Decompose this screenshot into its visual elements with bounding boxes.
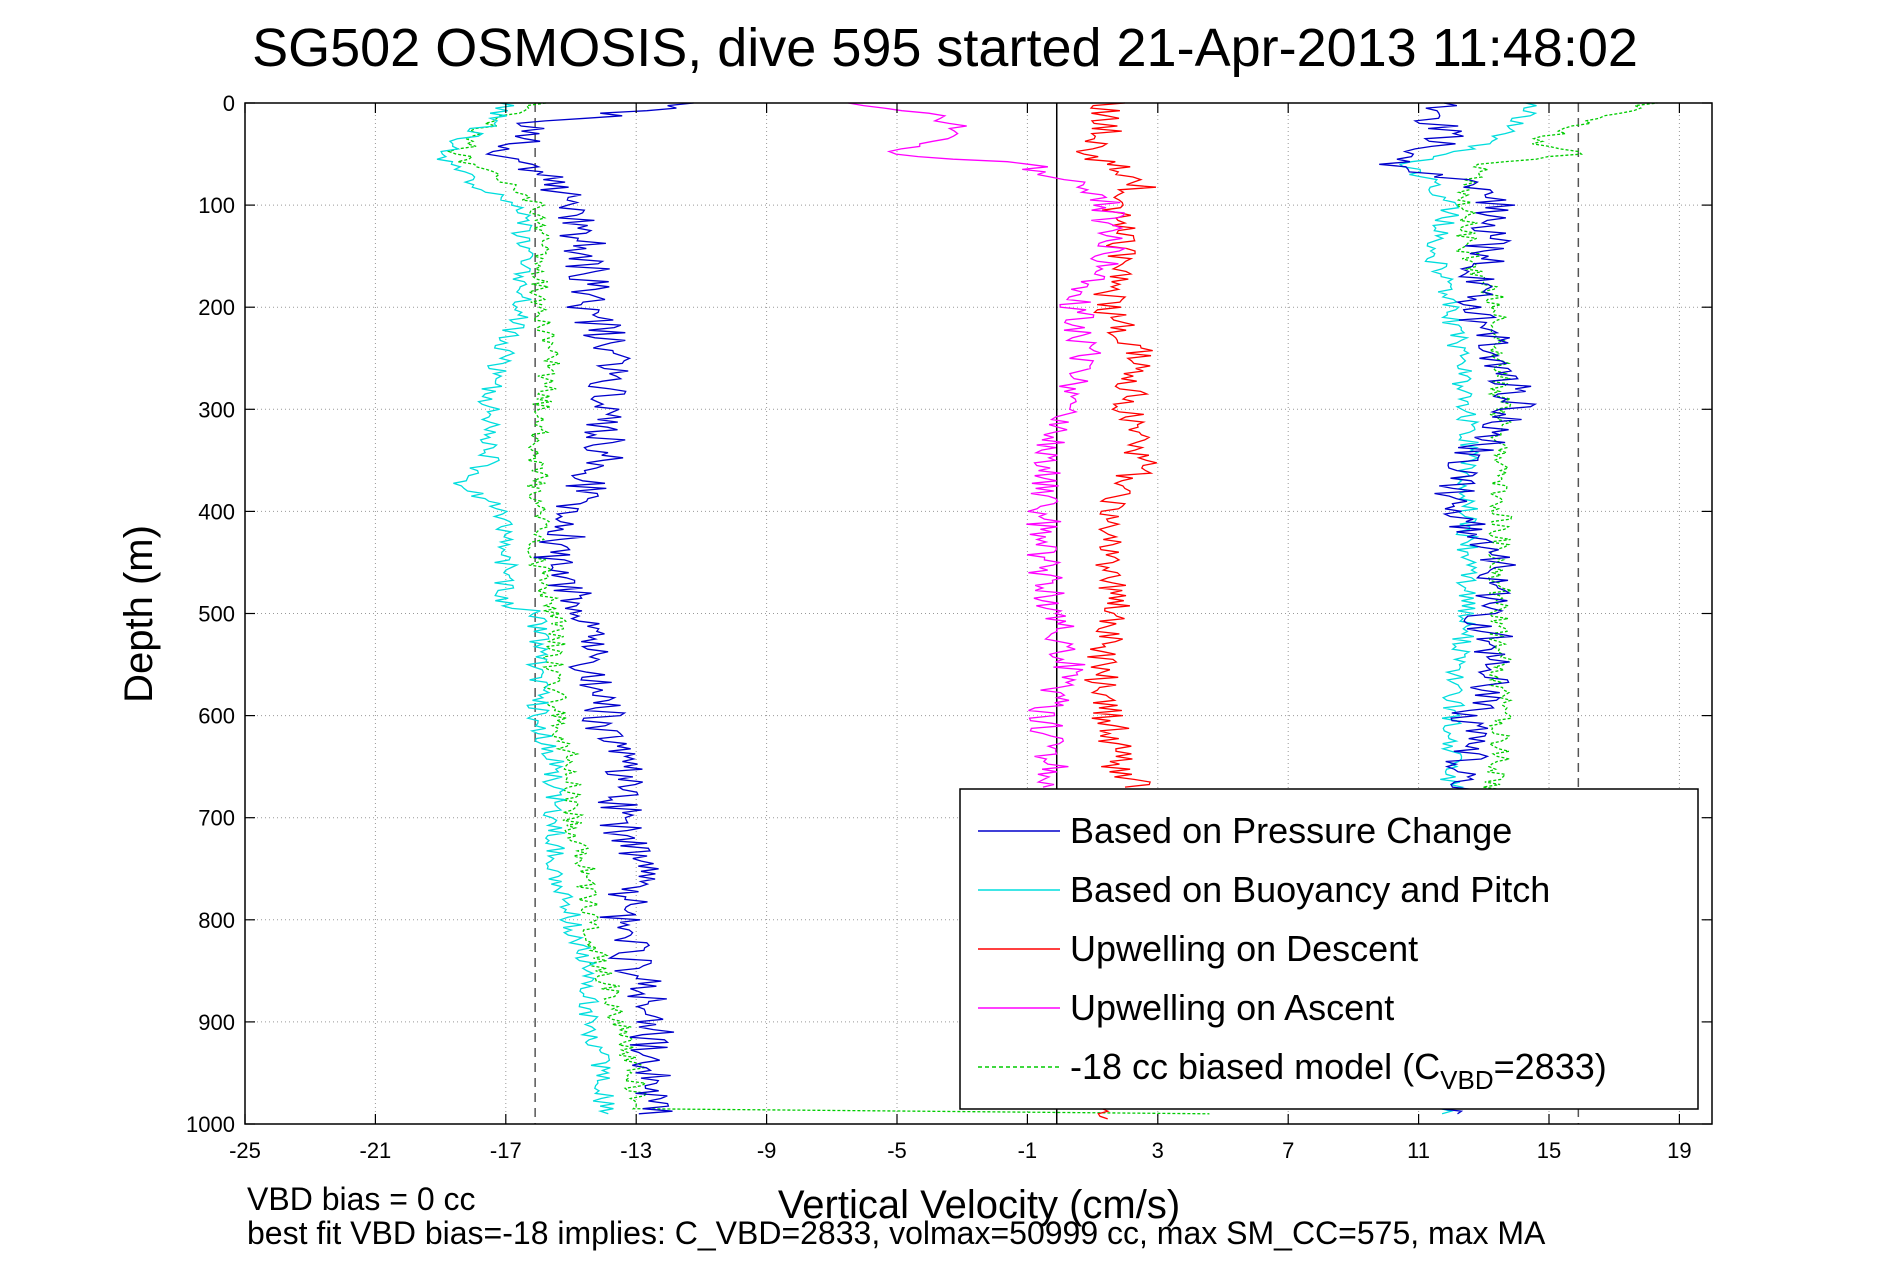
x-tick-label: 19 [1667,1138,1691,1163]
legend-label: -18 cc biased model (CVBD=2833) [1070,1046,1607,1095]
x-axis-ticks: -25 -21 -17 -13 -9 -5 -1 3 7 11 15 19 [229,103,1692,1163]
x-tick-label: 11 [1407,1138,1430,1163]
footer-vbd-bias: VBD bias = 0 cc [247,1181,476,1217]
x-tick-label: -21 [360,1138,392,1163]
legend-label: Based on Pressure Change [1070,810,1512,851]
x-tick-label: -13 [620,1138,652,1163]
y-tick-label: 900 [198,1010,235,1035]
y-tick-label: 300 [198,397,235,422]
series-line-descent [848,102,1128,788]
series-line-descent [446,102,1210,1115]
y-tick-label: 700 [198,806,235,831]
x-tick-label: 15 [1537,1138,1561,1163]
y-tick-label: 600 [198,704,235,729]
series-line-descent [436,102,615,1115]
legend-label: Upwelling on Ascent [1070,987,1394,1028]
y-tick-label: 800 [198,908,235,933]
legend-box [959,788,1699,1110]
y-tick-label: 0 [223,91,235,116]
series-line-descent [1076,102,1157,788]
y-tick-label: 500 [198,602,235,627]
y-axis-ticks: 0 100 200 300 400 500 600 700 800 900 1000 [186,91,1712,1137]
footer-best-fit: best fit VBD bias=-18 implies: C_VBD=283… [247,1215,1546,1251]
chart-title: SG502 OSMOSIS, dive 595 started 21-Apr-2… [252,18,1638,78]
legend-label: Based on Buoyancy and Pitch [1070,869,1550,910]
x-tick-label: 7 [1282,1138,1294,1163]
y-tick-label: 100 [198,193,235,218]
series-upwelling-on-ascent [848,102,1128,788]
legend-label: Upwelling on Descent [1070,928,1418,969]
x-tick-label: -1 [1018,1138,1038,1163]
x-tick-label: -17 [490,1138,522,1163]
x-tick-label: -25 [229,1138,261,1163]
y-tick-label: 200 [198,295,235,320]
y-tick-label: 1000 [186,1112,235,1137]
x-tick-label: -5 [887,1138,907,1163]
x-tick-label: 3 [1152,1138,1164,1163]
x-axis-label: Vertical Velocity (cm/s) [778,1183,1180,1227]
x-tick-label: -9 [757,1138,777,1163]
series-line-ascent [1097,1108,1110,1120]
legend: Based on Pressure Change Based on Buoyanc… [959,788,1699,1110]
y-tick-label: 400 [198,499,235,524]
series-line-descent [484,102,694,1115]
y-axis-label: Depth (m) [117,525,161,703]
